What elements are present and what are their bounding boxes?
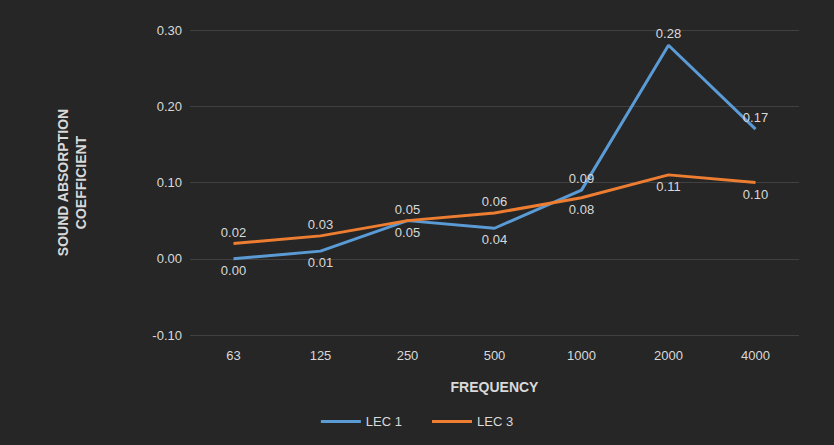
svg-text:0.11: 0.11 [656,179,680,194]
svg-text:SOUND ABSORPTION: SOUND ABSORPTION [55,109,71,256]
svg-text:250: 250 [397,348,419,363]
svg-text:LEC 3: LEC 3 [477,414,513,429]
svg-text:0.10: 0.10 [743,187,768,202]
svg-text:0.03: 0.03 [308,217,333,232]
svg-text:0.00: 0.00 [157,251,182,266]
svg-text:0.06: 0.06 [482,194,507,209]
svg-text:63: 63 [226,348,240,363]
svg-text:COEFFICIENT: COEFFICIENT [73,135,89,229]
svg-text:4000: 4000 [741,348,770,363]
svg-text:2000: 2000 [654,348,683,363]
svg-text:0.01: 0.01 [308,255,333,270]
svg-text:0.05: 0.05 [395,202,420,217]
svg-text:0.02: 0.02 [221,225,246,240]
svg-text:125: 125 [310,348,332,363]
svg-text:0.10: 0.10 [157,175,182,190]
svg-text:0.28: 0.28 [656,26,681,41]
svg-text:0.09: 0.09 [569,171,594,186]
svg-text:0.17: 0.17 [743,110,768,125]
svg-text:500: 500 [484,348,506,363]
svg-text:FREQUENCY: FREQUENCY [451,379,540,395]
svg-text:0.00: 0.00 [221,263,246,278]
svg-text:-0.10: -0.10 [152,328,182,343]
svg-text:0.04: 0.04 [482,232,507,247]
svg-text:0.05: 0.05 [395,225,420,240]
svg-text:0.30: 0.30 [157,23,182,38]
svg-text:1000: 1000 [567,348,596,363]
svg-text:0.08: 0.08 [569,202,594,217]
svg-text:LEC 1: LEC 1 [366,414,402,429]
svg-text:0.20: 0.20 [157,99,182,114]
